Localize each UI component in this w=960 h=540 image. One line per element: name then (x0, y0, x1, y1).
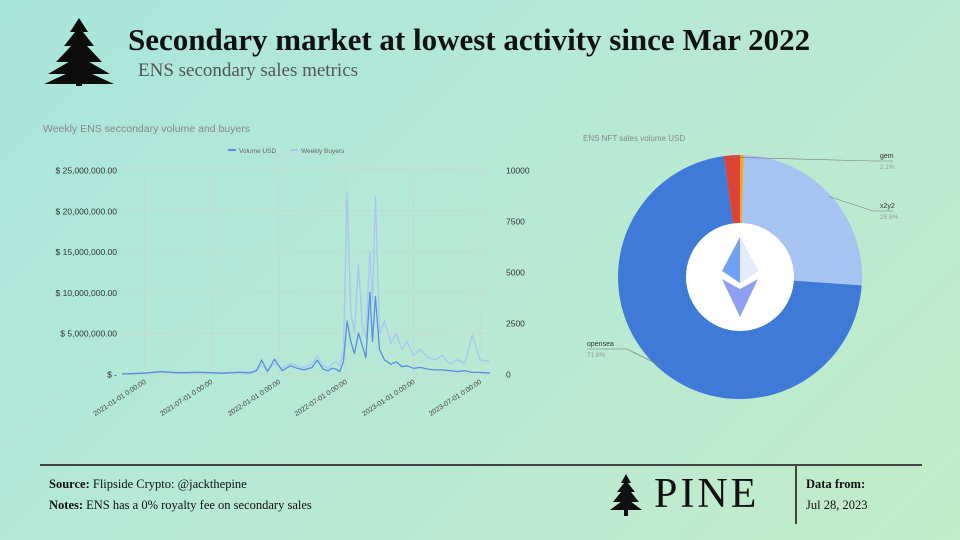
series-line-weekly-buyers (121, 191, 491, 375)
ens-logo-shine (740, 237, 758, 283)
ens-logo-bottom (722, 279, 758, 317)
ens-logo-icon (686, 223, 794, 331)
y-tick-label-0: $ - (107, 370, 117, 380)
y2-tick-label-3: 7500 (506, 217, 525, 227)
x-tick-label-4: 2023-01-01 0:00:00 (361, 379, 416, 418)
pie-leader-line-x2y2 (828, 196, 893, 212)
pine-tree-logo-icon (44, 18, 114, 86)
brand-wordmark: PINE (654, 471, 760, 517)
pie-value-opensea: 71.8% (587, 352, 606, 359)
y2-tick-label-2: 5000 (506, 268, 525, 278)
charts-canvas: Weekly ENS seccondary volume and buyers V… (43, 123, 899, 418)
pie-leader-line-opensea (587, 348, 659, 365)
pie-value-x2y2: 25.6% (880, 214, 899, 221)
data-from-label: Data from: (806, 477, 866, 491)
pie-leader-line-gem (732, 157, 893, 162)
notes-text: ENS has a 0% royalty fee on secondary sa… (83, 498, 312, 512)
y2-tick-label-4: 10000 (506, 166, 530, 176)
y-tick-label-1: $ 5,000,000.00 (60, 329, 117, 339)
series-line-volume-usd (121, 291, 491, 375)
x-tick-label-1: 2021-07-01 0:00:00 (159, 379, 214, 418)
y-tick-label-3: $ 15,000,000.00 (56, 247, 118, 257)
legend-label-0: Volume USD (239, 148, 277, 155)
x-tick-label-2: 2022-01-01 0:00:00 (227, 379, 282, 418)
page-title: Secondary market at lowest activity sinc… (128, 22, 811, 57)
notes-label: Notes: (49, 498, 84, 512)
pie-value-gem: 2.1% (880, 164, 895, 171)
pie-label-x2y2: x2y2 (880, 203, 895, 210)
notes-line: Notes: ENS has a 0% royalty fee on secon… (49, 498, 312, 513)
line-chart-title: Weekly ENS seccondary volume and buyers (43, 123, 250, 135)
footer-vertical-divider (795, 466, 797, 524)
source-label: Source: (49, 477, 90, 491)
pie-chart-title: ENS NFT sales volume USD (583, 134, 685, 143)
page-subtitle: ENS secondary sales metrics (138, 60, 359, 81)
y2-tick-label-0: 0 (506, 370, 511, 380)
source-text: Flipside Crypto: @jackthepine (89, 477, 247, 491)
data-date: Jul 28, 2023 (806, 498, 868, 512)
legend-label-1: Weekly Buyers (301, 148, 345, 155)
y-tick-label-5: $ 25,000,000.00 (56, 166, 118, 176)
pie-label-gem: gem (880, 153, 894, 160)
source-line: Source: Flipside Crypto: @jackthepine (49, 477, 247, 492)
pie-label-opensea: opensea (587, 341, 614, 348)
x-tick-label-3: 2022-07-01 0:00:00 (294, 379, 349, 418)
y-tick-label-4: $ 20,000,000.00 (56, 206, 118, 216)
y-tick-label-2: $ 10,000,000.00 (56, 288, 118, 298)
y2-tick-label-1: 2500 (506, 319, 525, 329)
footer-divider (40, 464, 922, 466)
x-tick-label-0: 2021-01-01 0:00:00 (92, 379, 147, 418)
pine-brand-tree-icon (610, 474, 642, 516)
x-tick-label-5: 2023-07-01 0:00:00 (428, 379, 483, 418)
